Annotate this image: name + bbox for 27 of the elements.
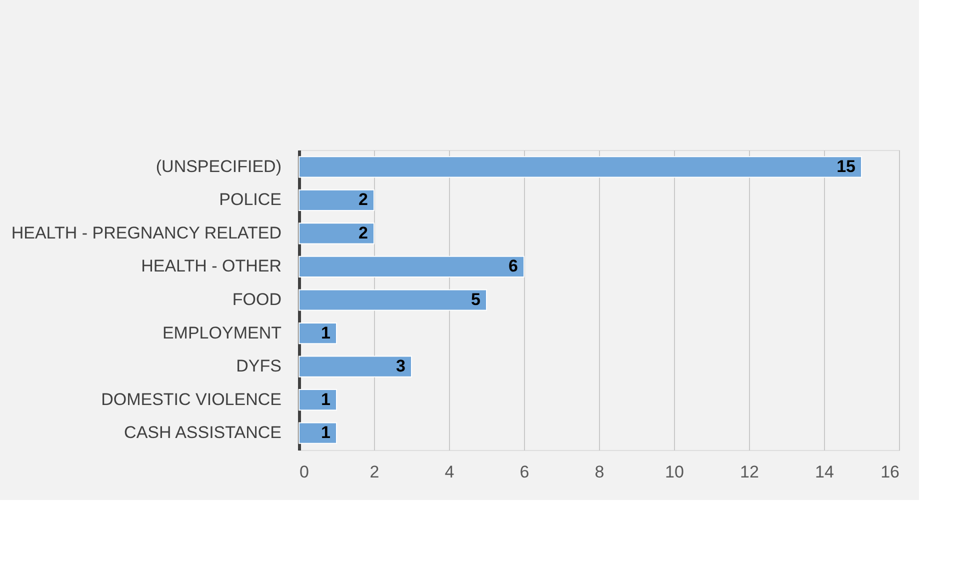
y-tick-label: EMPLOYMENT [162,323,282,342]
x-tick-label: 4 [444,462,454,482]
y-tick-label: CASH ASSISTANCE [124,423,282,442]
x-tick-label: 6 [520,462,530,482]
x-tick-label: 10 [665,462,684,482]
data-label: 6 [508,256,518,276]
data-label: 5 [471,290,480,309]
data-label: 3 [396,356,406,376]
x-tick-label: 12 [740,462,759,482]
x-tick-label: 0 [300,462,309,482]
y-tick-label: HEALTH - OTHER [141,256,282,276]
y-tick-label: DOMESTIC VIOLENCE [101,390,282,409]
data-label: 1 [321,323,330,342]
y-tick-label: POLICE [219,190,282,210]
x-tick-label: 8 [594,462,604,482]
data-label: 15 [836,156,856,176]
x-tick-label: 16 [880,462,900,482]
y-tick-label: (UNSPECIFIED) [156,156,282,176]
x-tick-label: 14 [815,462,834,482]
y-tick-label: DYFS [236,356,282,376]
y-tick-label: FOOD [232,290,282,309]
data-label: 1 [321,423,330,442]
x-tick-label: 2 [370,462,380,482]
data-label: 2 [358,190,368,210]
data-label: 2 [358,223,368,242]
y-tick-label: HEALTH - PREGNANCY RELATED [11,223,282,242]
data-label: 1 [321,390,330,409]
